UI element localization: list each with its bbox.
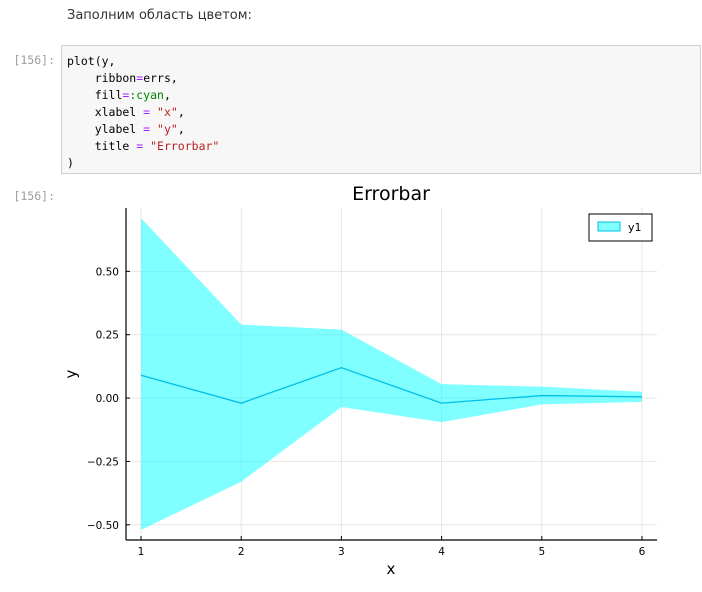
code-op: = <box>143 105 151 119</box>
code-punct: , <box>177 105 185 119</box>
code-punct: , <box>163 88 171 102</box>
y-tick-label: 0.00 <box>96 393 119 405</box>
code-op: = <box>143 122 151 136</box>
x-tick-label: 6 <box>639 546 646 558</box>
legend-label-y1: y1 <box>628 221 642 234</box>
y-tick-label: 0.50 <box>96 266 119 278</box>
legend-swatch-y1 <box>597 221 621 232</box>
code-kw-ylabel: ylabel <box>67 122 144 136</box>
x-tick-label: 3 <box>338 546 345 558</box>
code-punct: , <box>177 122 185 136</box>
code-symbol-cyan: :cyan <box>129 88 164 102</box>
legend: y1 <box>588 213 653 242</box>
errorbar-plot: 1 2 3 4 5 6 −0.50 −0.25 0.00 0.25 0.50 Errorbar x… <box>62 183 657 578</box>
code-val-errs: errs, <box>143 71 178 85</box>
code-string-title: "Errorbar" <box>143 139 220 153</box>
code-op: = <box>136 139 144 153</box>
code-line-close: ) <box>67 156 74 170</box>
code-kw-fill: fill <box>67 88 123 102</box>
code-kw-xlabel: xlabel <box>67 105 144 119</box>
y-tick-label: −0.25 <box>87 456 119 468</box>
markdown-text: Заполним область цветом: <box>67 8 252 23</box>
code-kw-title: title <box>67 139 137 153</box>
x-tick-labels: 1 2 3 4 5 6 <box>138 536 646 558</box>
x-tick-label: 4 <box>438 546 445 558</box>
y-tick-label: 0.25 <box>96 330 119 342</box>
ribbon-area <box>141 218 642 530</box>
code-line-1: plot(y, <box>67 54 116 68</box>
code-string-y: "y" <box>150 122 178 136</box>
chart-title: Errorbar <box>352 183 430 205</box>
x-tick-label: 5 <box>538 546 545 558</box>
y-axis-label: y <box>62 369 80 378</box>
code-kw-ribbon: ribbon <box>67 71 137 85</box>
code-op: = <box>122 88 130 102</box>
code-editor[interactable]: plot(y, ribbon=errs, fill=:cyan, xlabel … <box>67 53 219 172</box>
y-tick-labels: −0.50 −0.25 0.00 0.25 0.50 <box>87 266 130 532</box>
input-prompt: [156]: <box>13 53 55 67</box>
code-string-x: "x" <box>150 105 178 119</box>
code-op: = <box>136 71 144 85</box>
x-axis-label: x <box>387 560 396 578</box>
code-cell[interactable]: plot(y, ribbon=errs, fill=:cyan, xlabel … <box>61 45 701 174</box>
x-tick-label: 2 <box>238 546 245 558</box>
output-prompt: [156]: <box>13 189 55 203</box>
series-line-y1 <box>140 366 642 404</box>
x-tick-label: 1 <box>138 546 145 558</box>
y-tick-label: −0.50 <box>87 520 119 532</box>
